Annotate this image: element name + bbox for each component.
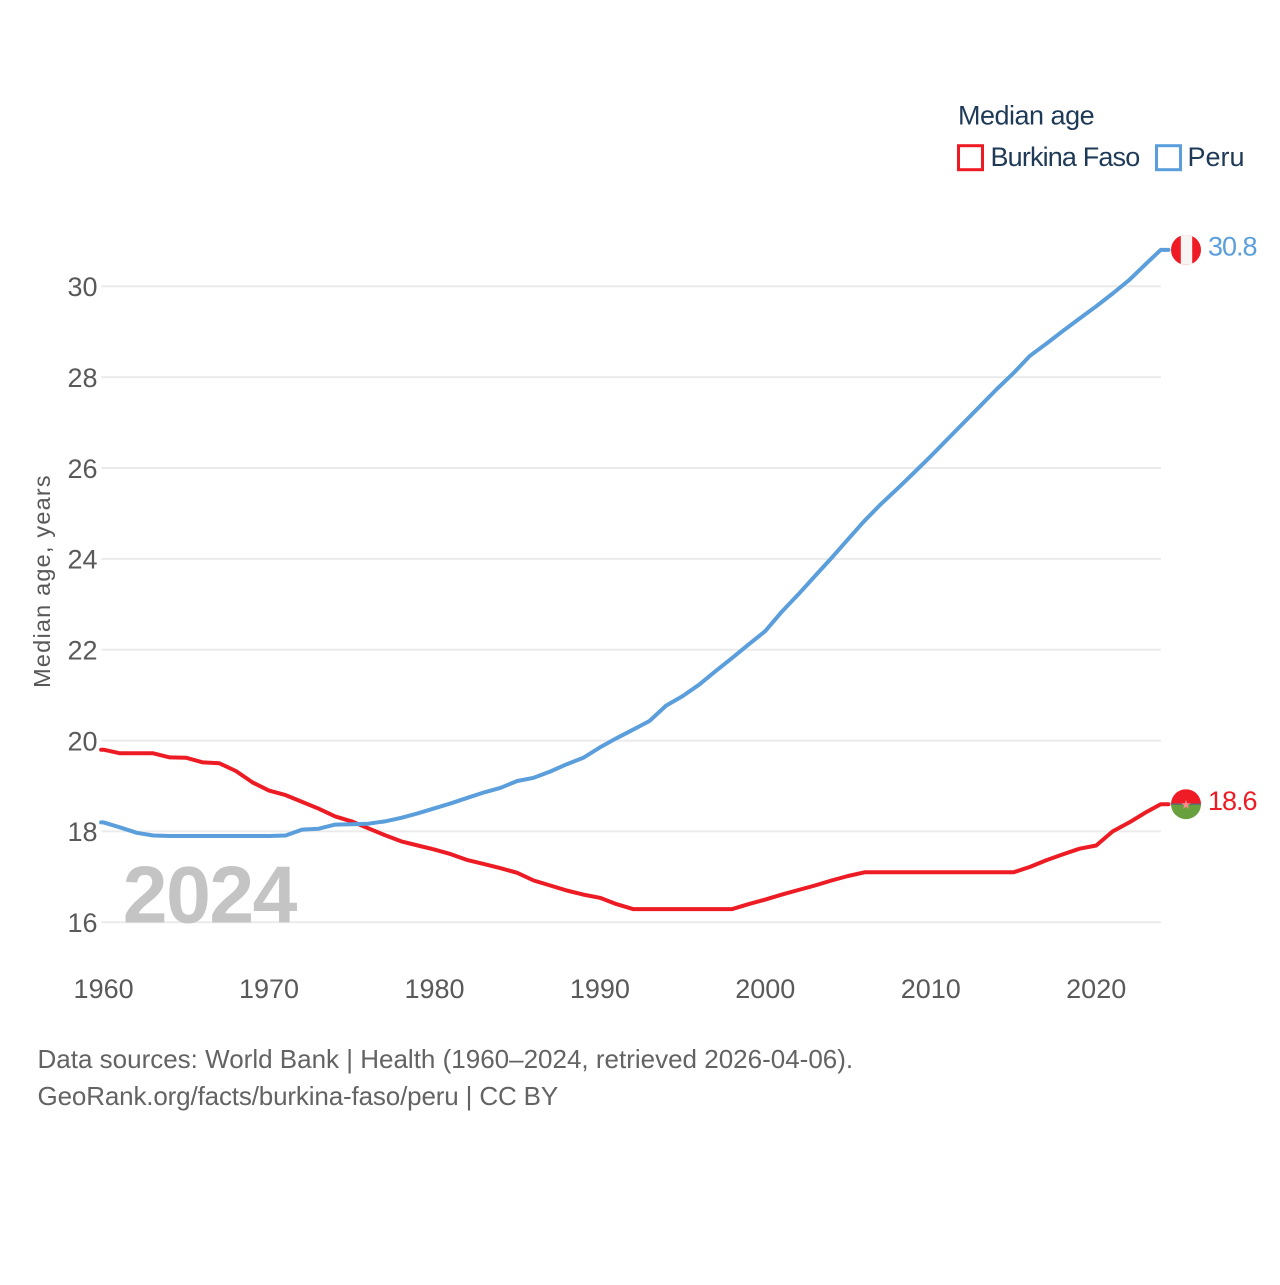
svg-text:30.8: 30.8 [1208,232,1257,262]
svg-text:20: 20 [67,726,97,756]
svg-text:2020: 2020 [1066,974,1126,1004]
svg-text:26: 26 [67,454,97,484]
svg-text:28: 28 [67,363,97,393]
svg-text:22: 22 [67,636,97,666]
svg-text:30: 30 [67,272,97,302]
svg-text:1990: 1990 [570,974,630,1004]
svg-text:24: 24 [67,545,97,575]
svg-text:1960: 1960 [74,974,134,1004]
svg-text:Peru: Peru [1188,142,1245,172]
svg-text:Data sources: World Bank | Hea: Data sources: World Bank | Health (1960–… [38,1044,854,1074]
svg-text:18: 18 [67,817,97,847]
svg-text:18.6: 18.6 [1208,786,1257,816]
svg-text:GeoRank.org/facts/burkina-faso: GeoRank.org/facts/burkina-faso/peru | CC… [38,1081,559,1111]
svg-text:1970: 1970 [239,974,299,1004]
svg-text:2024: 2024 [123,850,298,940]
svg-text:1980: 1980 [404,974,464,1004]
svg-text:Burkina Faso: Burkina Faso [991,142,1140,172]
svg-text:2000: 2000 [735,974,795,1004]
svg-text:Median age: Median age [958,100,1094,130]
svg-text:Median age, years: Median age, years [29,474,55,688]
svg-text:16: 16 [67,908,97,938]
svg-text:2010: 2010 [901,974,961,1004]
